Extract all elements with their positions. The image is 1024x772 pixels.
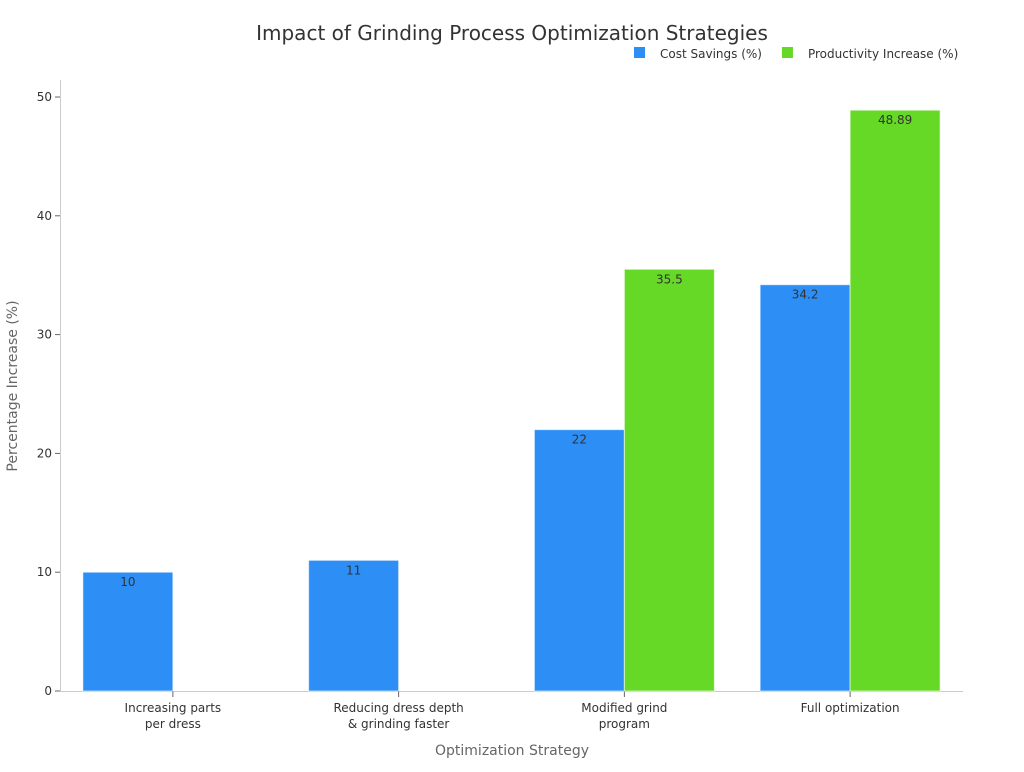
bar-cost-savings [308, 559, 400, 692]
y-tick-label: 20 [37, 446, 52, 460]
data-label: 35.5 [656, 272, 683, 286]
data-label: 34.2 [792, 288, 819, 302]
y-tick-label: 30 [37, 328, 52, 342]
y-tick-label: 0 [44, 684, 52, 698]
x-tick-label: Reducing dress depth & grinding faster [333, 701, 463, 731]
bar-cost-savings [533, 429, 625, 692]
legend-label: Productivity Increase (%) [808, 47, 958, 61]
y-tick-label: 10 [37, 565, 52, 579]
legend-swatch [781, 47, 793, 58]
x-tick-label: Increasing parts per dress [125, 701, 222, 731]
bar-cost-savings [82, 571, 174, 692]
x-axis-label: Optimization Strategy [435, 743, 589, 759]
data-label: 22 [572, 433, 587, 447]
legend-label: Cost Savings (%) [660, 47, 762, 61]
y-tick-label: 40 [37, 209, 52, 223]
bar-productivity [849, 109, 941, 692]
y-tick-label: 50 [37, 90, 52, 104]
x-tick-label: Modified grind program [581, 701, 667, 731]
bar-productivity [623, 268, 715, 692]
x-tick-label: Full optimization [801, 701, 900, 715]
data-label: 11 [346, 563, 361, 577]
data-label: 10 [120, 575, 135, 589]
data-label: 48.89 [878, 113, 912, 127]
legend-swatch [634, 47, 645, 58]
chart-title: Impact of Grinding Process Optimization … [256, 21, 768, 45]
y-axis-label: Percentage Increase (%) [5, 300, 21, 471]
bar-cost-savings [759, 284, 851, 692]
